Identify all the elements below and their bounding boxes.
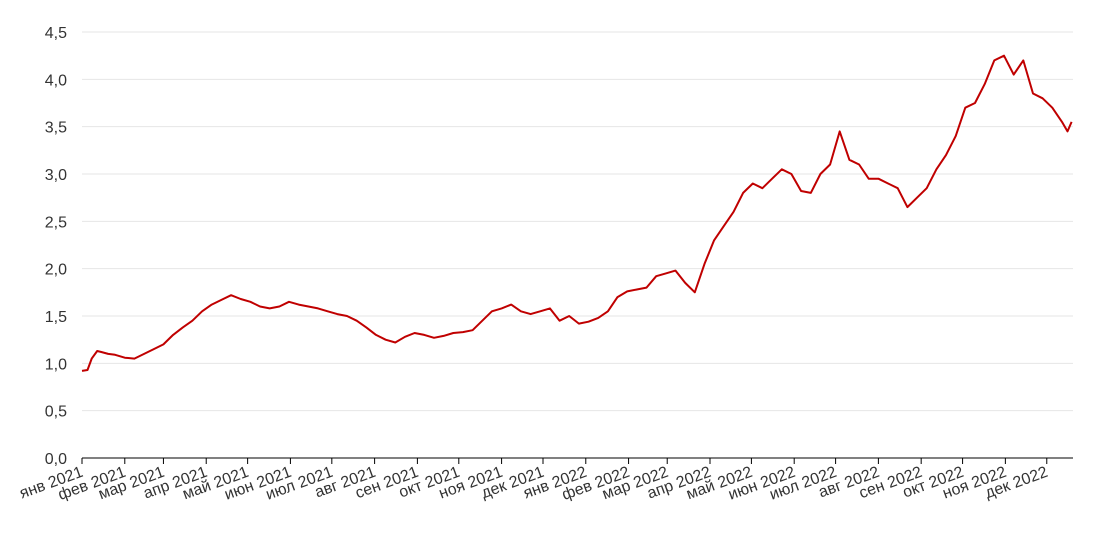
y-tick-label: 1,0	[45, 356, 67, 373]
y-tick-label: 0,0	[45, 451, 67, 468]
y-tick-label: 2,5	[45, 214, 67, 231]
y-tick-label: 0,5	[45, 404, 67, 421]
grid-lines	[82, 31, 1073, 412]
y-tick-label: 4,0	[45, 72, 67, 89]
y-tick-label: 1,5	[45, 309, 67, 326]
y-tick-label: 3,5	[45, 120, 67, 137]
series-line	[81, 54, 1073, 372]
y-tick-label: 4,5	[45, 25, 67, 42]
y-tick-label: 3,0	[45, 167, 67, 184]
y-axis-ticks: 0,0 0,5 1,0 1,5 2,0 2,5 3,0 3,5 4,0 4,5	[45, 25, 67, 468]
y-tick-label: 2,0	[45, 262, 67, 279]
